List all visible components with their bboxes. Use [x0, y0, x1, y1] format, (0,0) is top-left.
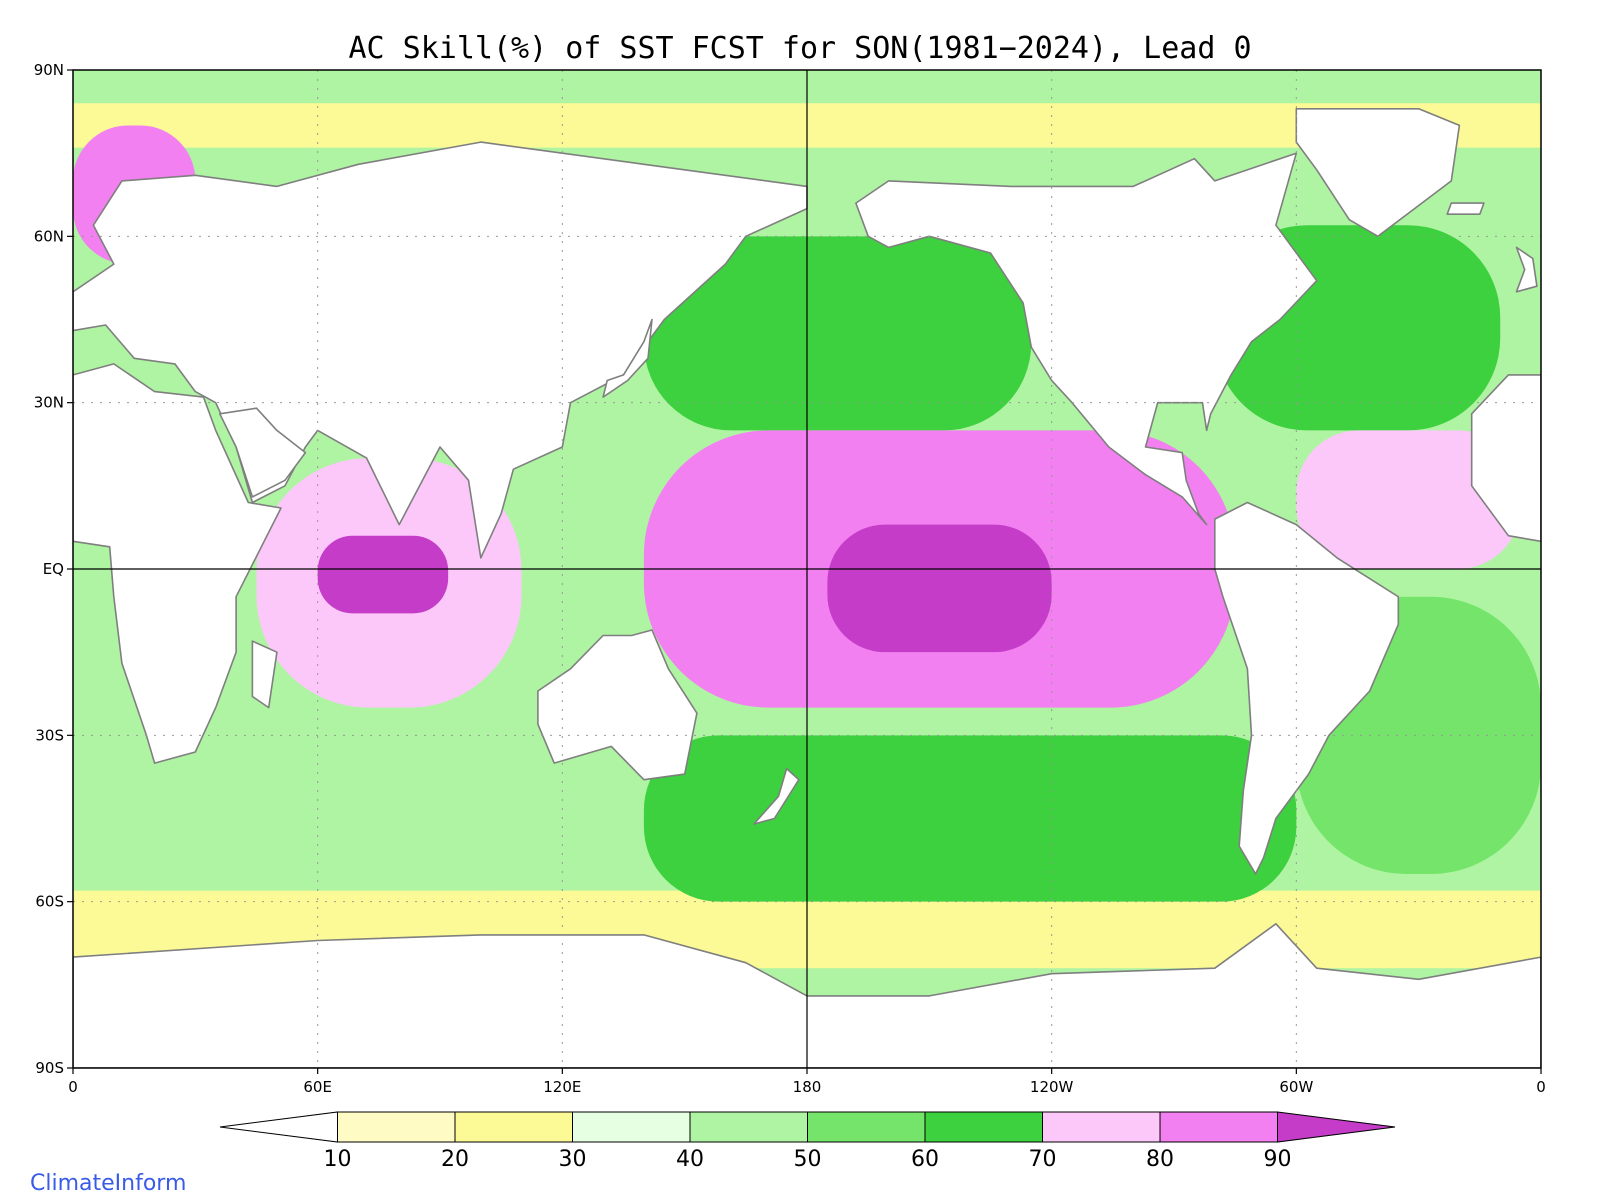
legend-bin	[337, 1111, 456, 1143]
legend-bin	[1159, 1111, 1278, 1143]
lat-tick-label: 60S	[35, 893, 64, 911]
lat-tick-label: 60N	[34, 227, 64, 245]
legend-under-triangle	[219, 1111, 338, 1143]
land-north-america	[855, 152, 1318, 526]
legend-tick-label: 50	[794, 1147, 822, 1172]
land-west-africa-end	[1470, 374, 1541, 543]
gridlines	[73, 70, 1541, 1068]
legend-bin	[572, 1111, 691, 1143]
lon-tick-label: 180	[793, 1078, 822, 1096]
land-new-zealand	[753, 767, 800, 825]
legend-tick-label: 30	[559, 1147, 587, 1172]
lat-tick-label: 90N	[34, 61, 64, 79]
latitude-ticks: 90N 60N 30N EQ 30S 60S 90S	[34, 61, 73, 1077]
skill-region-indian-ocean-core	[317, 535, 449, 614]
land-africa	[73, 363, 282, 764]
legend-bin	[689, 1111, 808, 1143]
lat-tick-label: EQ	[43, 560, 64, 578]
lon-tick-label: 60E	[303, 1078, 332, 1096]
land-madagascar	[251, 640, 278, 709]
land-south-america	[1214, 501, 1400, 875]
skill-region-tropical-atlantic	[1296, 430, 1521, 569]
lon-tick-label: 60W	[1279, 1078, 1313, 1096]
map-title: AC Skill(%) of SST FCST for SON(1981−202…	[348, 31, 1251, 66]
land-layer	[73, 108, 1541, 1068]
legend-bin	[807, 1111, 926, 1143]
legend-tick-label: 80	[1146, 1147, 1174, 1172]
skill-region-south-pacific-midlat	[643, 735, 1297, 902]
legend-tick-label: 70	[1029, 1147, 1057, 1172]
land-arabia-horn	[219, 407, 307, 498]
legend-tick-label: 10	[324, 1147, 352, 1172]
lat-tick-label: 90S	[35, 1059, 64, 1077]
skill-region-gulf-of-alaska	[868, 236, 991, 320]
legend-tick-label: 40	[676, 1147, 704, 1172]
legend-tick-label: 90	[1264, 1147, 1292, 1172]
lon-tick-label: 120W	[1030, 1078, 1074, 1096]
legend-bin	[1042, 1111, 1161, 1143]
skill-region-south-indian-midlat	[73, 735, 563, 891]
land-uk	[1515, 246, 1538, 293]
land-greenland	[1295, 108, 1461, 238]
lon-tick-label: 120E	[543, 1078, 581, 1096]
land-japan	[602, 318, 653, 398]
legend-bin	[924, 1111, 1043, 1143]
land-iceland	[1446, 202, 1485, 215]
legend-bin	[454, 1111, 573, 1143]
longitude-ticks: 0 60E 120E 180 120W 60W 0	[68, 1068, 1546, 1096]
credit-label: ClimateInform	[30, 1171, 186, 1196]
legend-tick-label: 60	[911, 1147, 939, 1172]
legend-tick-label: 20	[441, 1147, 469, 1172]
lat-tick-label: 30S	[35, 726, 64, 744]
color-legend: 10 20 30 40 50 60 70 80 90	[219, 1111, 1396, 1172]
lat-tick-label: 30N	[34, 394, 64, 412]
skill-region-equatorial-pacific-core	[827, 524, 1052, 653]
skill-map	[73, 70, 1541, 1068]
lon-tick-label: 0	[1536, 1078, 1546, 1096]
land-australia	[537, 629, 698, 781]
legend-over-triangle	[1277, 1111, 1396, 1143]
lon-tick-label: 0	[68, 1078, 78, 1096]
